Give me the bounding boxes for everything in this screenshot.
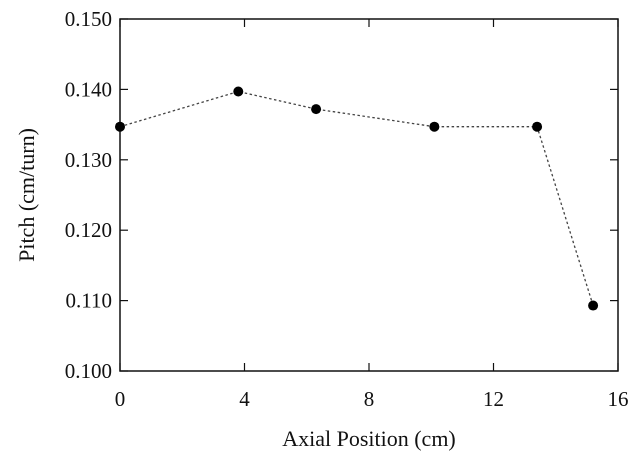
y-tick-label: 0.130	[65, 148, 112, 172]
x-tick-label: 0	[115, 387, 126, 411]
x-tick-label: 8	[364, 387, 375, 411]
data-point	[115, 121, 125, 132]
data-point	[429, 121, 440, 132]
x-tick-label: 4	[239, 387, 250, 411]
y-tick-label: 0.150	[65, 7, 112, 31]
y-tick-label: 0.120	[65, 218, 112, 242]
y-tick-label: 0.100	[65, 359, 112, 383]
y-tick-label: 0.140	[65, 77, 112, 101]
y-axis-title: Pitch (cm/turn)	[14, 128, 39, 262]
x-axis: 0 4 8 12 16	[115, 19, 629, 411]
data-point	[311, 104, 322, 115]
y-tick-label: 0.110	[66, 289, 112, 313]
y-axis: 0.100 0.110 0.120 0.130 0.140 0.150	[65, 7, 618, 383]
data-point	[588, 300, 599, 311]
data-point	[233, 86, 244, 97]
x-axis-title: Axial Position (cm)	[282, 426, 456, 451]
data-point	[532, 121, 543, 132]
series-line	[119, 90, 594, 306]
plot-frame	[119, 18, 619, 372]
x-tick-label: 16	[608, 387, 629, 411]
series-layer	[115, 86, 599, 311]
x-tick-label: 12	[483, 387, 504, 411]
